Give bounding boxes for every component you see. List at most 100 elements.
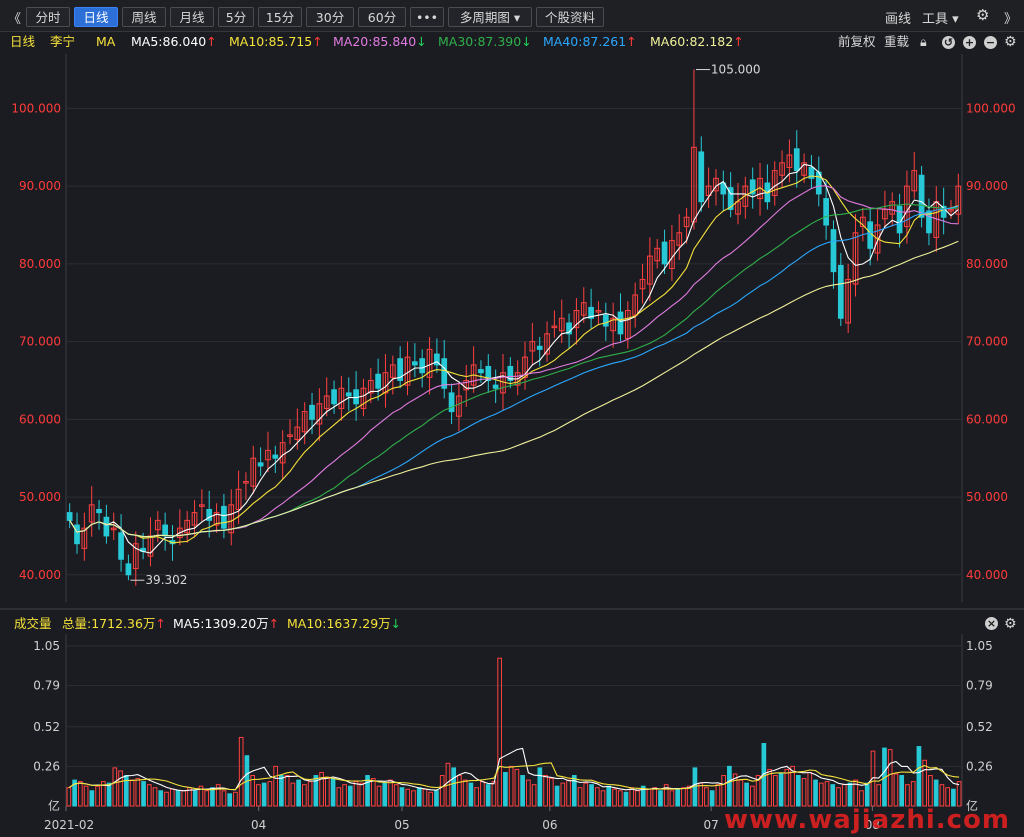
tab-daily[interactable]: 日线 [74,7,118,27]
tab-30min[interactable]: 30分 [306,7,354,27]
volume-bar [135,778,141,807]
tab-monthly[interactable]: 月线 [170,7,214,27]
multi-period-button[interactable]: 多周期图 ▾ [448,7,532,27]
price-tick-label-right: 100.000 [966,101,1016,115]
volume-bar [933,779,939,807]
volume-bar [887,749,893,807]
candle-body [551,325,558,329]
volume-bar [267,781,273,807]
volume-bar [600,790,606,807]
extreme-marks: 105.000 39.302 [130,63,761,587]
volume-bar [72,779,77,807]
volume-bar [279,775,284,807]
volume-bar [945,787,950,807]
candle-body [771,170,778,196]
volume-total: 总量:1712.36万↑ [62,614,166,634]
expand-right-icon[interactable]: 》 [1004,12,1018,27]
tab-intraday[interactable]: 分时 [26,7,70,27]
chevron-down-icon: ▾ [513,10,521,25]
volume-bar [451,767,457,807]
candle-body [632,294,639,316]
candle-body [331,389,337,405]
candle-body [96,509,102,514]
tab-weekly[interactable]: 周线 [122,7,166,27]
volume-bar [457,775,462,807]
volume-bar [778,773,784,807]
settings-icon[interactable]: ⚙ [1004,34,1017,50]
volume-bar [709,790,715,807]
candle-body [874,224,881,254]
candle-body [301,411,308,433]
candle-body [88,504,95,523]
volume-bar [853,779,859,807]
price-tick-label-left: 50.000 [19,490,61,504]
candle-body [213,512,220,526]
candle-body [889,201,896,215]
volume-bar [738,779,744,807]
close-icon[interactable]: × [985,617,998,630]
tab-60min[interactable]: 60分 [358,7,406,27]
volume-bar [531,784,537,807]
volume-bars [66,657,962,807]
candles [66,69,962,586]
volume-chart[interactable]: 1.05 1.05 0.79 0.79 0.52 0.52 0.26 0.26 亿 亿 2021-… [0,634,1024,837]
candle-body [412,361,418,366]
settings-icon[interactable]: ⚙ [1004,616,1017,632]
price-tick-label-right: 50.000 [966,490,1008,504]
candle-body [610,317,616,332]
volume-bar [106,782,112,807]
candle-body [698,151,705,203]
volume-bar [526,779,531,807]
candle-body [904,185,910,228]
volume-bar [192,790,198,807]
tools-menu[interactable]: 工具 ▾ [922,8,959,27]
ma-label[interactable]: MA [96,34,116,49]
zoom-out-icon[interactable]: − [984,36,997,49]
volume-bar [393,784,399,807]
arrow-up-icon: ↑ [206,34,217,49]
adjust-button[interactable]: 前复权 [838,34,876,49]
volume-bar [370,778,376,807]
volume-bar [411,790,416,807]
volume-bar [790,765,795,807]
volume-bar [118,770,123,807]
candle-body [389,364,396,378]
tab-15min[interactable]: 15分 [258,7,302,27]
settings-icon[interactable]: ⚙ [976,6,990,24]
reset-icon[interactable]: ↺ [942,36,955,49]
volume-bar [181,790,187,807]
candle-body [272,454,279,459]
arrow-up-icon: ↑ [733,34,744,49]
price-grid [65,54,963,602]
lock-icon[interactable]: 🔒︎ [920,34,927,49]
overlay-button[interactable]: 重载 [884,34,910,49]
volume-tick-label-left: 1.05 [33,639,60,653]
candle-body [485,365,492,381]
candle-body [184,519,191,534]
candle-body [243,481,249,484]
stock-profile-button[interactable]: 个股资料 [536,7,604,27]
ma5-legend: MA5:86.040↑ [131,32,217,52]
volume-label: 成交量 [14,616,52,631]
volume-bar [801,778,807,807]
volume-bar [583,782,589,807]
candle-body [66,512,73,521]
divider[interactable] [0,608,1024,610]
candle-body [544,333,550,355]
tab-5min[interactable]: 5分 [218,7,254,27]
candle-body [162,524,168,537]
collapse-left-icon[interactable]: 《 [8,12,22,27]
more-periods-button[interactable]: ••• [410,7,444,27]
draw-line-button[interactable]: 画线 [885,12,912,27]
volume-bar [313,775,319,807]
volume-bar [577,787,583,807]
volume-grid [65,634,963,806]
candle-body [199,504,205,507]
price-chart[interactable]: 100.000 100.000 90.000 90.000 80.000 80.000 70… [0,54,1024,610]
volume-bar [204,790,210,807]
candle-body [206,509,213,521]
volume-bar [830,784,836,807]
candle-body [580,302,587,316]
volume-bar [215,784,221,807]
zoom-in-icon[interactable]: + [963,36,976,49]
